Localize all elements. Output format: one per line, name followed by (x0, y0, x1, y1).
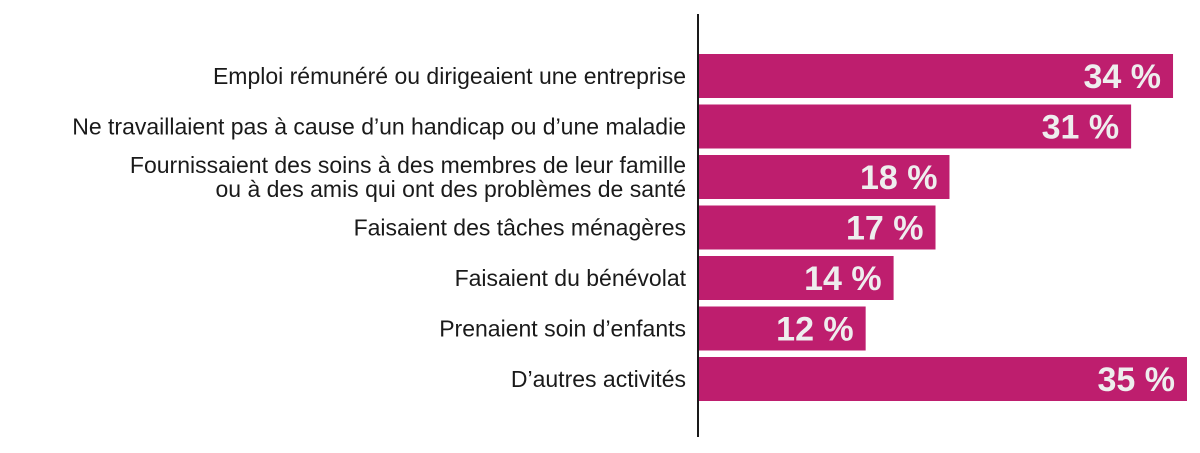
value-label-4: 14 % (804, 260, 882, 298)
value-label-6: 35 % (1098, 361, 1176, 399)
category-label-3: Faisaient des tâches ménagères (354, 215, 686, 241)
bars-layer (698, 54, 1187, 401)
value-label-2: 18 % (860, 159, 938, 197)
bar-2 (698, 155, 950, 199)
category-label-6: D’autres activités (511, 366, 686, 392)
bar-1 (698, 104, 1132, 149)
value-label-1: 31 % (1042, 109, 1120, 147)
value-label-0: 34 % (1084, 58, 1162, 96)
bar-4 (698, 256, 894, 300)
category-label-0: Emploi rémunéré ou dirigeaient une entre… (213, 63, 686, 89)
category-label-1: Ne travaillaient pas à cause d’un handic… (72, 114, 686, 140)
value-label-3: 17 % (846, 210, 924, 248)
bar-5 (698, 306, 866, 351)
bar-3 (698, 205, 936, 250)
value-labels: 34 % 31 % 18 % 17 % 14 % 12 % 35 % (776, 58, 1175, 399)
bar-0 (698, 54, 1174, 98)
category-label-5: Prenaient soin d’enfants (439, 316, 686, 342)
category-labels: Emploi rémunéré ou dirigeaient une entre… (72, 63, 686, 392)
bar-6 (698, 357, 1187, 401)
category-label-2-line-1: ou à des amis qui ont des problèmes de s… (215, 176, 686, 202)
category-label-4: Faisaient du bénévolat (455, 265, 687, 291)
value-label-5: 12 % (776, 311, 854, 349)
category-label-2-line-0: Fournissaient des soins à des membres de… (130, 152, 686, 178)
